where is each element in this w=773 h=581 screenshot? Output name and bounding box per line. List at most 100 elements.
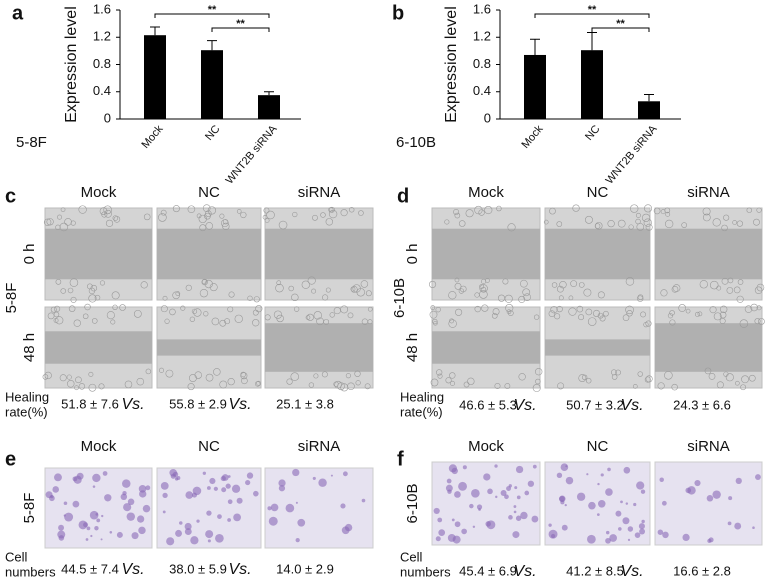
stained-cell: [596, 513, 600, 517]
cell-texture: [578, 374, 587, 382]
panel-letter: e: [5, 448, 16, 470]
cell-texture: [219, 319, 227, 327]
stained-cell: [225, 483, 231, 489]
stained-cell: [191, 492, 197, 498]
cell-texture: [491, 313, 498, 319]
cell-texture: [636, 295, 644, 302]
cell-texture: [234, 314, 243, 323]
bar: [638, 101, 660, 119]
cell-texture: [158, 213, 167, 222]
cell-texture: [484, 206, 493, 215]
x-tick-label: WNT2B siRNA: [604, 123, 660, 187]
cell-texture: [733, 286, 741, 294]
cell-texture: [187, 383, 195, 391]
stained-cell: [433, 507, 440, 515]
cell-texture: [340, 209, 348, 217]
cell-texture: [611, 374, 618, 380]
cell-texture: [124, 380, 133, 389]
cell-texture: [713, 312, 722, 321]
cell-texture: [325, 218, 334, 226]
error-bar: [644, 93, 654, 102]
stained-cell: [727, 521, 732, 526]
significance-bracket: [591, 27, 650, 32]
cell-texture: [585, 377, 592, 384]
cell-texture: [348, 207, 355, 213]
cell-texture: [429, 310, 438, 319]
stained-cell: [627, 526, 634, 532]
cell-texture: [506, 309, 512, 315]
cell-texture: [191, 308, 198, 314]
cell-texture: [732, 220, 737, 225]
stained-cell: [185, 491, 194, 499]
cell-texture: [345, 373, 351, 379]
stained-cell: [532, 464, 537, 469]
stained-cell: [172, 471, 179, 478]
stained-cell: [513, 510, 517, 514]
x-tick-label: Mock: [519, 123, 545, 151]
cell-texture: [50, 306, 57, 313]
result-value: 25.1 ± 3.8: [276, 396, 334, 411]
panel-letter: f: [397, 448, 404, 470]
cell-texture: [430, 305, 436, 311]
cell-texture: [185, 284, 192, 291]
cell-texture: [60, 288, 66, 294]
stained-cell: [102, 471, 108, 476]
cell-texture: [203, 311, 209, 317]
stained-cell: [162, 510, 166, 514]
stained-cell: [469, 503, 474, 509]
stained-cell: [295, 537, 300, 543]
cell-texture: [112, 304, 118, 310]
wound-gap: [545, 339, 650, 356]
cell-texture: [578, 314, 585, 321]
cell-texture: [70, 296, 77, 303]
stained-cell: [100, 538, 103, 541]
measure-label: Cell: [400, 549, 423, 564]
cell-texture: [358, 210, 364, 216]
cell-texture: [322, 294, 329, 301]
stained-cell: [297, 518, 306, 527]
cell-texture: [219, 380, 228, 389]
stained-cell: [495, 495, 498, 499]
versus-label: Vs.: [121, 561, 144, 578]
cell-texture: [275, 283, 284, 293]
cell-texture: [162, 295, 168, 301]
cell-texture: [492, 308, 500, 316]
cell-texture: [256, 380, 262, 386]
cell-texture: [59, 374, 67, 382]
cell-texture: [556, 305, 563, 313]
cell-texture: [160, 209, 167, 216]
y-tick-label: 0.4: [93, 83, 111, 98]
cell-texture: [213, 368, 221, 376]
x-tick-label: Mock: [139, 123, 165, 151]
cell-texture: [643, 218, 652, 227]
cell-texture: [583, 288, 592, 297]
stained-cell: [137, 515, 145, 523]
stained-cell: [706, 495, 714, 502]
stained-cell: [565, 476, 574, 485]
result-value: 45.4 ± 6.9: [459, 563, 517, 578]
result-value: 16.6 ± 2.8: [673, 563, 731, 578]
stained-cell: [231, 484, 241, 493]
cell-texture: [313, 311, 322, 320]
cell-texture: [293, 306, 300, 312]
stained-cell: [472, 525, 476, 528]
stained-cell: [233, 513, 241, 522]
stained-cell: [207, 539, 211, 543]
versus-label: Vs.: [513, 397, 536, 414]
cell-texture: [449, 372, 456, 379]
cell-texture: [576, 305, 584, 313]
cell-texture: [479, 284, 488, 293]
cell-texture: [704, 367, 712, 375]
cell-texture: [754, 286, 763, 295]
cell-texture: [532, 383, 541, 392]
cell-texture: [611, 369, 617, 376]
stained-cell: [126, 512, 136, 521]
cell-texture: [263, 207, 270, 214]
cell-texture: [329, 312, 335, 318]
cell-texture: [286, 378, 293, 385]
result-value: 41.2 ± 8.5: [566, 563, 624, 578]
cell-line-label: 5-8F: [21, 493, 38, 524]
stained-cell: [236, 497, 243, 504]
cell-texture: [697, 311, 703, 317]
cell-texture: [219, 213, 225, 219]
